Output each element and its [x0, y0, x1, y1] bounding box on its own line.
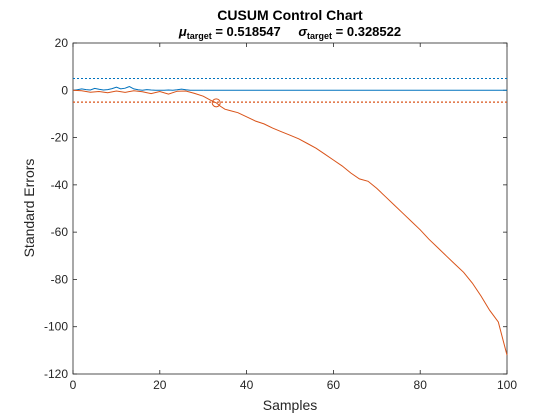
x-tick-label: 20 [153, 378, 167, 392]
upper-cusum-line [72, 85, 204, 91]
x-tick-label: 100 [497, 378, 517, 392]
y-axis-label: Standard Errors [21, 159, 37, 258]
plot-frame [72, 42, 508, 375]
mu-subscript: target [187, 31, 212, 41]
y-tick-label: -20 [51, 131, 69, 145]
x-tick-label: 60 [327, 378, 341, 392]
x-tick-label: 0 [70, 378, 77, 392]
y-tick-label: -120 [44, 367, 68, 381]
x-tick-label: 80 [414, 378, 428, 392]
y-tick-label: -60 [51, 225, 69, 239]
lower-cusum-line [72, 89, 508, 356]
sigma-symbol: σ [298, 24, 308, 39]
chart-subtitle: μtarget = 0.518547 σtarget = 0.328522 [178, 24, 401, 41]
y-tick-label: 0 [61, 83, 68, 97]
x-tick-label: 40 [240, 378, 254, 392]
sigma-subscript: target [307, 31, 332, 41]
chart-title: CUSUM Control Chart [217, 7, 363, 23]
violation-marker [211, 98, 221, 108]
x-axis-label: Samples [263, 397, 317, 413]
y-tick-label: -40 [51, 178, 69, 192]
y-tick-label: -100 [44, 320, 68, 334]
y-tick-label: 20 [55, 36, 69, 50]
mu-value: = 0.518547 [212, 24, 281, 39]
y-tick-label: -80 [51, 272, 69, 286]
plot-area: 0 20 40 60 80 100 20 0 -20 -40 -60 -80 -100 -120 [44, 36, 517, 392]
sigma-value: = 0.328522 [332, 24, 401, 39]
mu-symbol: μ [178, 24, 187, 39]
